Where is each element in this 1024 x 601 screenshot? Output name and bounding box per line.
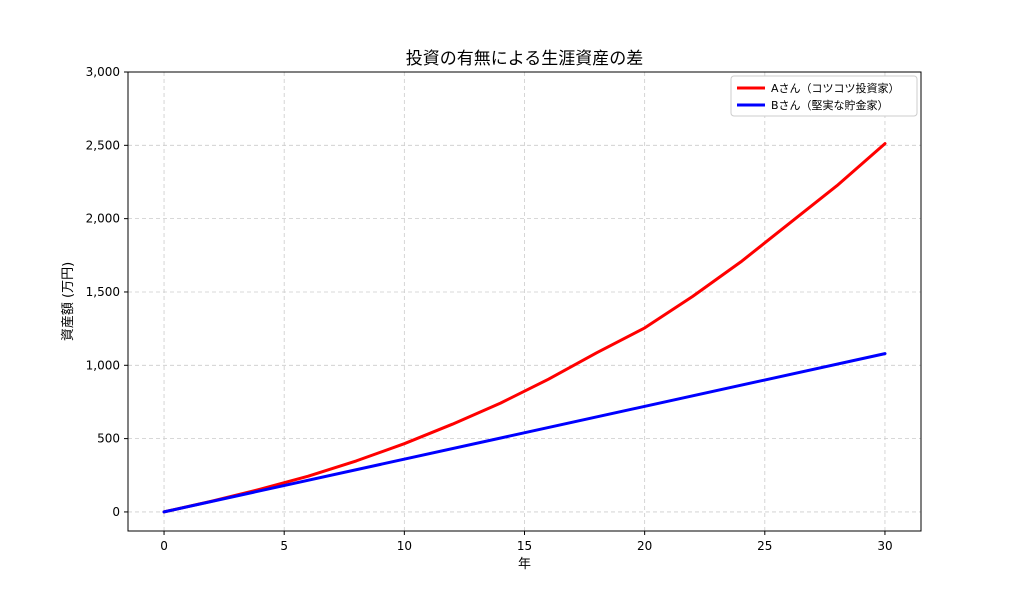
legend-box bbox=[730, 75, 918, 117]
y-tick-label: 2,000 bbox=[86, 212, 120, 226]
series-line-1 bbox=[162, 142, 887, 514]
legend: Aさん（コツコツ投資家） Bさん（堅実な貯金家） bbox=[730, 75, 918, 117]
legend-label-2: Bさん（堅実な貯金家） bbox=[771, 98, 889, 112]
chart-title: 投資の有無による生涯資産の差 bbox=[406, 49, 644, 69]
x-tick-label: 5 bbox=[280, 539, 288, 553]
y-tick-label: 500 bbox=[97, 432, 120, 446]
y-axis-label: 資産額 (万円) bbox=[60, 262, 76, 341]
x-tick-label: 15 bbox=[517, 539, 532, 553]
x-tick-label: 20 bbox=[637, 539, 652, 553]
axis-ticks: 0 5 10 15 20 25 30 0 500 1,000 1,500 2,000 2,500 3,00… bbox=[86, 65, 893, 553]
y-tick-label: 2,500 bbox=[86, 138, 120, 152]
x-tick-label: 25 bbox=[757, 539, 772, 553]
grid bbox=[128, 71, 921, 531]
y-tick-label: 1,000 bbox=[86, 358, 120, 372]
series-lines bbox=[162, 142, 887, 514]
y-tick-label: 3,000 bbox=[86, 65, 120, 79]
legend-label-1: Aさん（コツコツ投資家） bbox=[771, 81, 900, 95]
x-axis-label: 年 bbox=[518, 557, 531, 572]
x-tick-label: 30 bbox=[877, 539, 892, 553]
y-tick-label: 1,500 bbox=[86, 285, 120, 299]
x-tick-label: 10 bbox=[397, 539, 412, 553]
plot-area-frame bbox=[127, 71, 922, 532]
x-tick-label: 0 bbox=[160, 539, 168, 553]
y-tick-label: 0 bbox=[112, 505, 120, 519]
series-line-2 bbox=[162, 352, 887, 514]
